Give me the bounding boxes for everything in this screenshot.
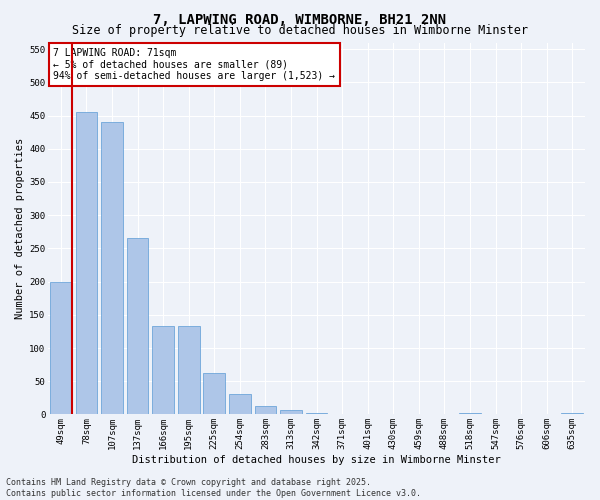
Bar bbox=[562, 413, 583, 414]
Bar bbox=[305, 413, 328, 414]
Bar bbox=[203, 373, 225, 414]
Bar bbox=[459, 413, 481, 414]
Bar bbox=[76, 112, 97, 414]
Bar bbox=[280, 410, 302, 414]
Bar bbox=[101, 122, 123, 414]
Text: Contains HM Land Registry data © Crown copyright and database right 2025.
Contai: Contains HM Land Registry data © Crown c… bbox=[6, 478, 421, 498]
Text: 7 LAPWING ROAD: 71sqm
← 5% of detached houses are smaller (89)
94% of semi-detac: 7 LAPWING ROAD: 71sqm ← 5% of detached h… bbox=[53, 48, 335, 82]
Bar bbox=[229, 394, 251, 414]
Bar bbox=[152, 326, 174, 414]
Bar bbox=[127, 238, 148, 414]
Bar bbox=[50, 282, 72, 414]
Bar bbox=[254, 406, 276, 414]
Text: Size of property relative to detached houses in Wimborne Minster: Size of property relative to detached ho… bbox=[72, 24, 528, 37]
Y-axis label: Number of detached properties: Number of detached properties bbox=[15, 138, 25, 319]
Text: 7, LAPWING ROAD, WIMBORNE, BH21 2NN: 7, LAPWING ROAD, WIMBORNE, BH21 2NN bbox=[154, 12, 446, 26]
X-axis label: Distribution of detached houses by size in Wimborne Minster: Distribution of detached houses by size … bbox=[132, 455, 501, 465]
Bar bbox=[178, 326, 200, 414]
